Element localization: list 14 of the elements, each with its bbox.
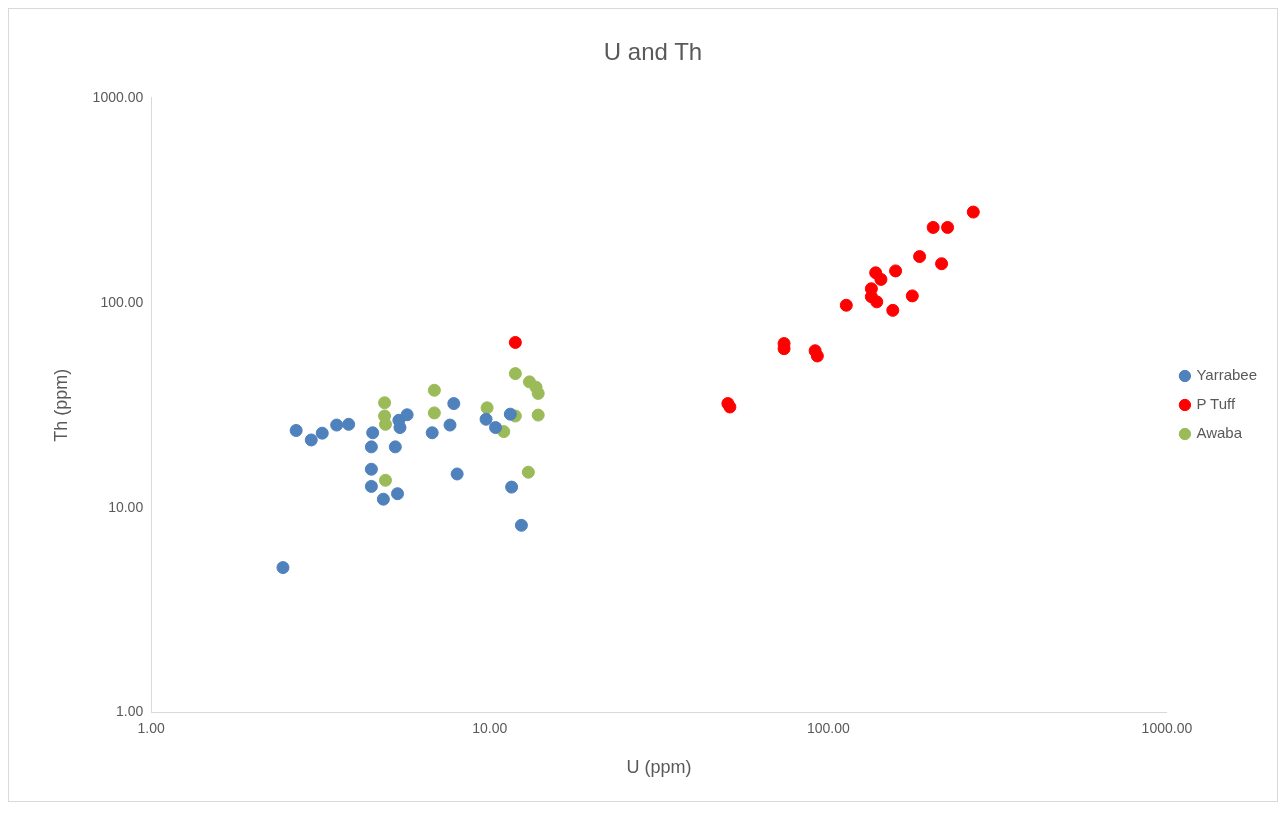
- y-tick-label: 1.00: [115, 703, 144, 720]
- legend-label: Yarrabee: [1196, 366, 1257, 384]
- x-tick-label: 100.00: [806, 719, 850, 736]
- legend-label: Awaba: [1196, 424, 1243, 442]
- x-tick-label: 1.00: [137, 719, 166, 736]
- legend-label: P Tuff: [1196, 395, 1236, 413]
- x-tick-label: 10.00: [472, 719, 508, 736]
- chart-title: U and Th: [603, 38, 703, 66]
- y-tick-label: 100.00: [100, 293, 144, 310]
- y-tick-label: 10.00: [108, 498, 144, 515]
- y-tick-label: 1000.00: [92, 88, 144, 105]
- x-tick-label: 1000.00: [1141, 719, 1193, 736]
- y-axis-title: Th (ppm): [50, 368, 71, 442]
- x-axis-title: U (ppm): [626, 757, 692, 778]
